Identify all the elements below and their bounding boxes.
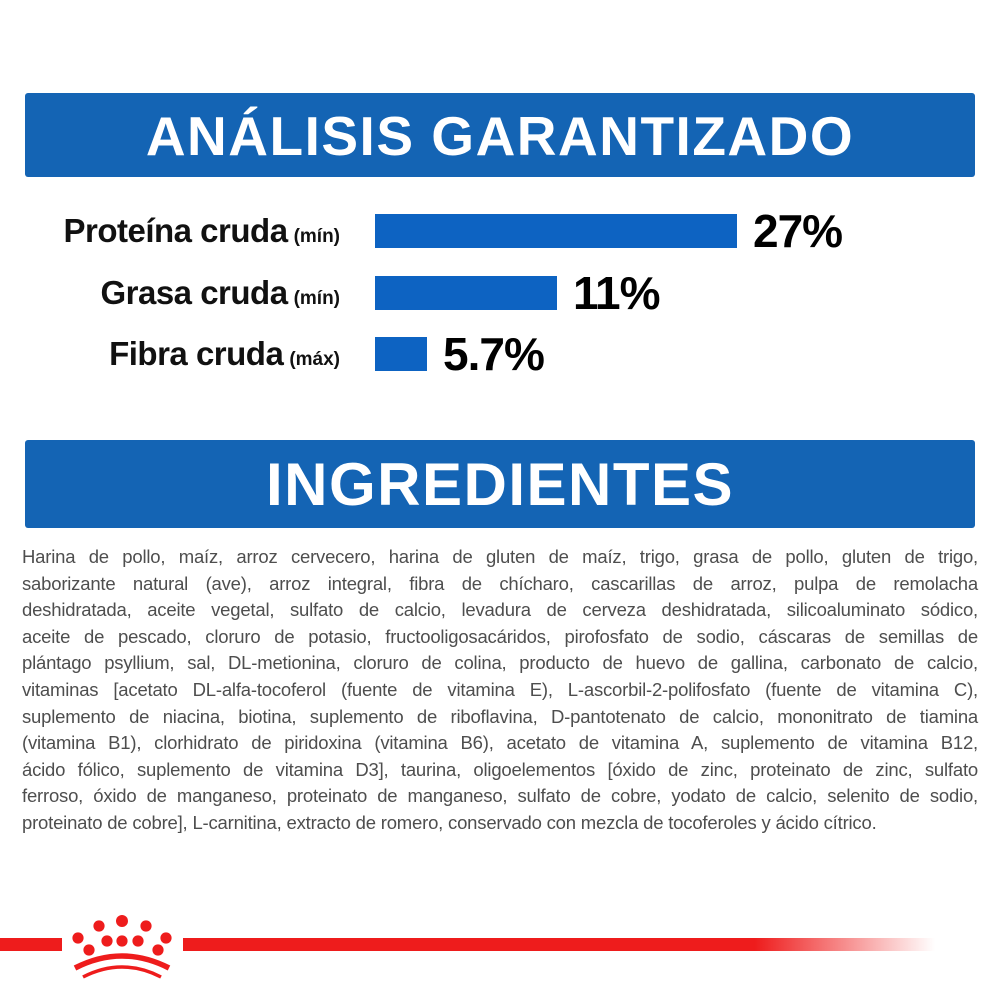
ingredient-line: ácido fólico, suplemento de vitamina D3]… [22, 758, 978, 780]
ingredients-paragraph: Harina de pollo, maíz, arroz cervecero, … [22, 544, 978, 837]
analysis-banner: ANÁLISIS GARANTIZADO [25, 93, 975, 177]
ingredient-line: (vitamina B1), clorhidrato de piridoxina… [22, 732, 978, 754]
nutrient-label: Proteína cruda [63, 212, 288, 249]
ingredient-line: deshidratada, aceite vegetal, sulfato de… [22, 599, 978, 621]
brand-divider-line-left [0, 938, 62, 951]
nutrient-qualifier: (mín) [293, 288, 340, 309]
ingredient-line: aceite de pescado, cloruro de potasio, f… [22, 625, 978, 647]
nutrient-label-group: Grasa cruda (mín) [0, 276, 340, 310]
ingredient-line: proteinato de cobre], L-carnitina, extra… [22, 811, 877, 833]
bar-fill [375, 276, 557, 310]
nutrient-label: Fibra cruda [109, 335, 284, 372]
bar-fill [375, 214, 737, 248]
brand-divider-line-right [183, 938, 935, 951]
ingredient-line: saborizante natural (ave), arroz integra… [22, 572, 978, 594]
analysis-row: Proteína cruda (mín) 27% [0, 208, 1000, 254]
ingredient-line: suplemento de niacina, biotina, suplemen… [22, 705, 978, 727]
ingredients-banner: INGREDIENTES [25, 440, 975, 528]
nutrient-label-group: Proteína cruda (mín) [0, 214, 340, 248]
royal-canin-crown-icon [72, 915, 172, 979]
nutrient-label-group: Fibra cruda (máx) [0, 337, 340, 371]
analysis-row: Fibra cruda (máx) 5.7% [0, 331, 1000, 377]
bar-value-label: 27% [753, 205, 843, 257]
ingredient-line: vitaminas [acetato DL-alfa-tocoferol (fu… [22, 678, 978, 700]
nutrient-qualifier: (mín) [293, 226, 340, 247]
ingredient-line: ferroso, óxido de manganeso, proteinato … [22, 785, 978, 807]
ingredients-title: INGREDIENTES [265, 451, 735, 518]
bar-value-label: 5.7% [443, 328, 545, 380]
analysis-row: Grasa cruda (mín) 11% [0, 270, 1000, 316]
ingredient-line: Harina de pollo, maíz, arroz cervecero, … [22, 546, 978, 567]
nutrient-label: Grasa cruda [100, 274, 288, 311]
bar-value-label: 11% [573, 267, 661, 319]
analysis-title: ANÁLISIS GARANTIZADO [145, 105, 855, 167]
bar-fill [375, 337, 427, 371]
ingredient-line: plántago psyllium, sal, DL-metionina, cl… [22, 652, 978, 674]
nutrient-qualifier: (máx) [289, 349, 340, 370]
